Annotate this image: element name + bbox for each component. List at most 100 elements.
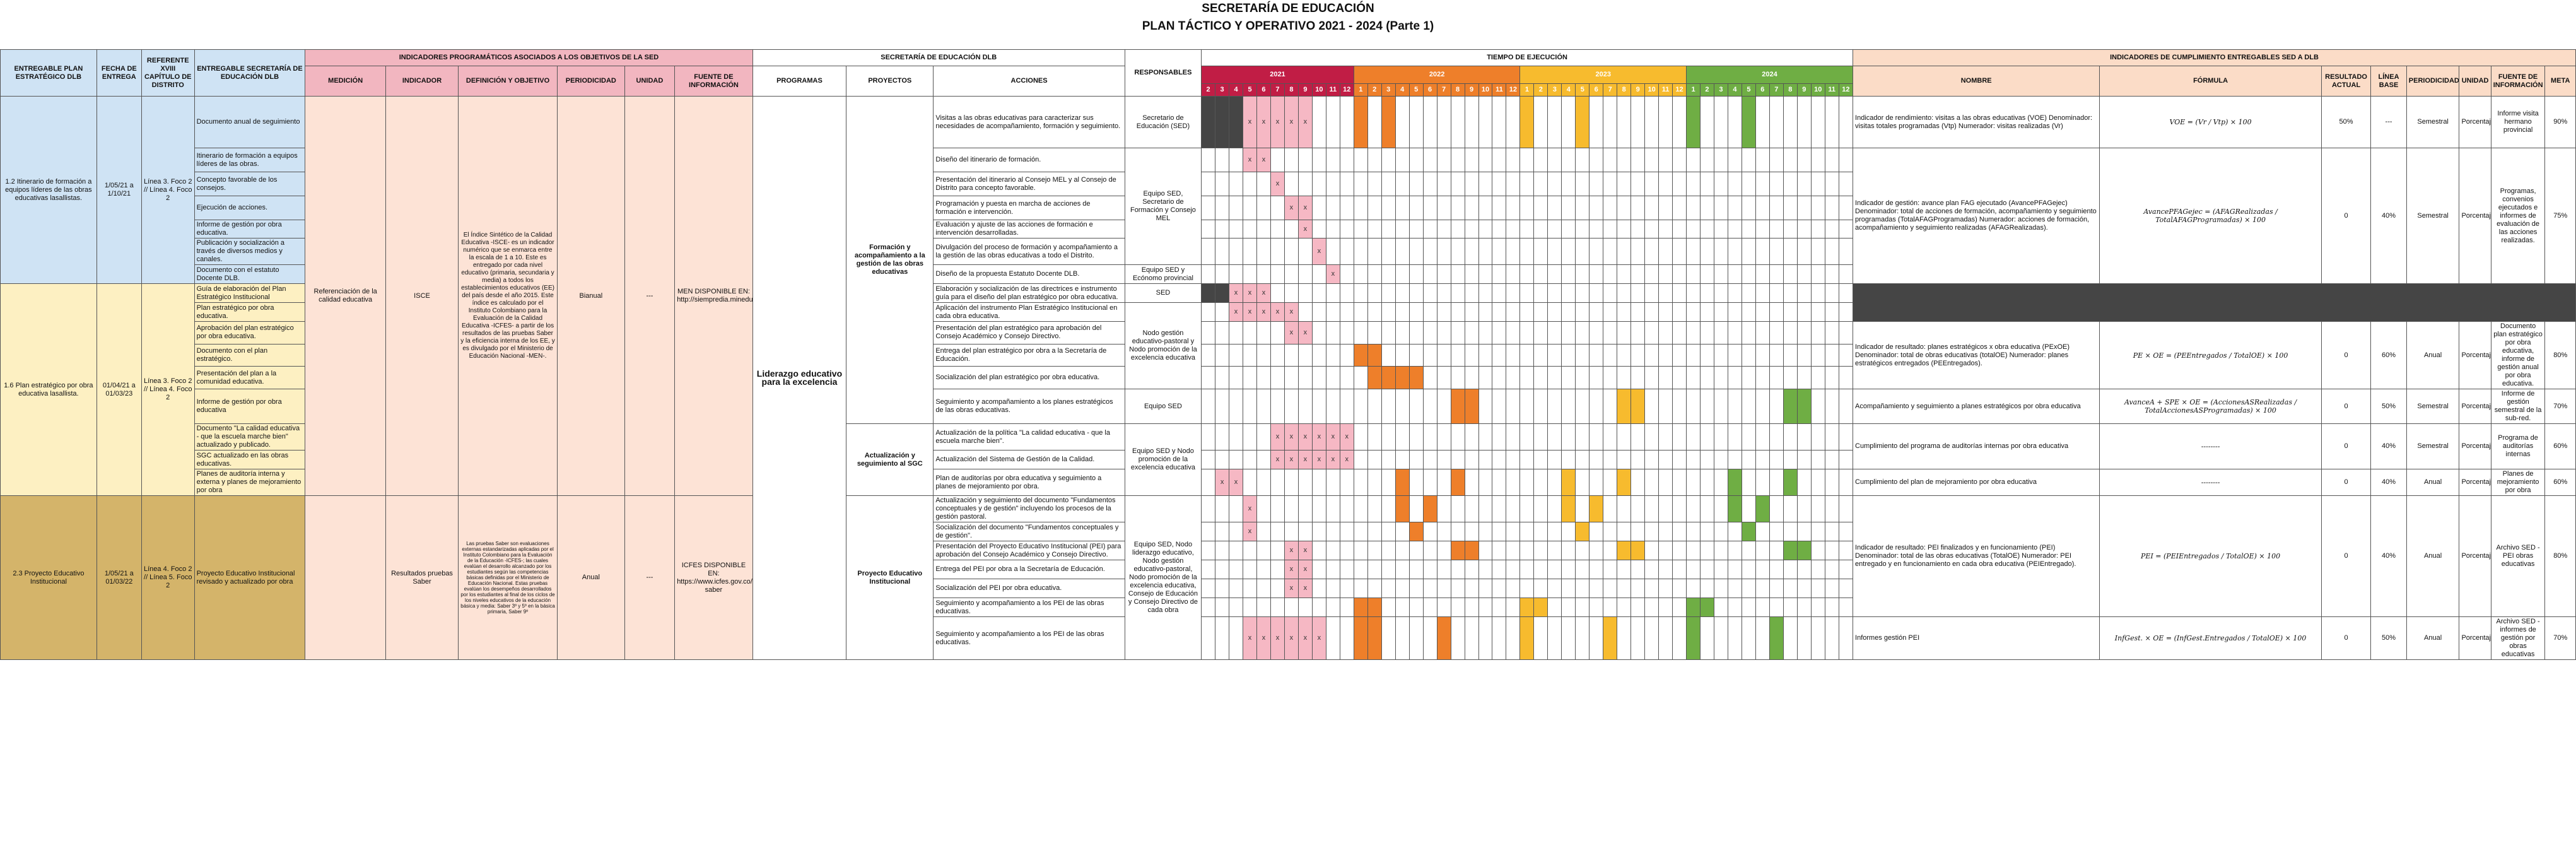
gantt-cell: [1408, 450, 1424, 469]
entregable-sec: Publicación y socialización a través de …: [194, 238, 306, 265]
gantt-cell: [1215, 238, 1230, 265]
gantt-cell: [1741, 343, 1756, 367]
gantt-cell: [1215, 522, 1230, 541]
gantt-cell: [1436, 423, 1451, 450]
gantt-cell: [1215, 389, 1230, 424]
gantt-cell: [1783, 172, 1798, 196]
gantt-cell: [1700, 196, 1714, 220]
gantt-cell: [1478, 238, 1493, 265]
gantt-cell: [1700, 302, 1714, 322]
gantt-cell: [1727, 423, 1742, 450]
gantt-cell: [1395, 495, 1410, 522]
gantt-cell: [1243, 598, 1257, 617]
gantt-cell: [1422, 283, 1437, 303]
gantt-cell: [1478, 469, 1493, 496]
definicion-cell-2: Las pruebas Saber son evaluaciones exter…: [458, 495, 558, 660]
gantt-cell: [1603, 343, 1618, 367]
gantt-cell: [1686, 616, 1701, 660]
gantt-cell: [1229, 598, 1244, 617]
gantt-cell: [1686, 302, 1701, 322]
gantt-cell: [1672, 220, 1687, 238]
gantt-cell: [1256, 579, 1271, 598]
gantt-cell: [1769, 264, 1784, 284]
gantt-cell: [1270, 579, 1285, 598]
responsable-cell: Secretario de Educación (SED): [1124, 96, 1202, 148]
gantt-cell: [1297, 283, 1313, 303]
gantt-cell: [1311, 495, 1326, 522]
gantt-cell: [1367, 302, 1382, 322]
gantt-cell: [1492, 495, 1507, 522]
gantt-cell: [1450, 220, 1465, 238]
gantt-cell: [1713, 469, 1728, 496]
gantt-cell: [1270, 560, 1285, 579]
gantt-cell: [1561, 495, 1576, 522]
indicador-meta: 60%: [2544, 423, 2576, 469]
gantt-cell: [1700, 238, 1714, 265]
gantt-cell: [1672, 423, 1687, 450]
gantt-cell: [1492, 541, 1507, 560]
gantt-cell: [1630, 495, 1646, 522]
gantt-cell: x: [1243, 148, 1257, 172]
gantt-cell: [1810, 598, 1825, 617]
gantt-cell: [1796, 196, 1812, 220]
gantt-cell: [1367, 423, 1382, 450]
gantt-cell: [1450, 264, 1465, 284]
gantt-cell: [1408, 172, 1424, 196]
gantt-cell: [1311, 469, 1326, 496]
gantt-cell: [1229, 522, 1244, 541]
gantt-cell: [1353, 598, 1368, 617]
gantt-cell: [1658, 560, 1673, 579]
gantt-cell: [1783, 541, 1798, 560]
gantt-cell: [1201, 389, 1216, 424]
gantt-cell: [1408, 541, 1424, 560]
gantt-cell: [1284, 389, 1299, 424]
responsable-cell: Equipo SED, Nodo liderazgo educativo, No…: [1124, 495, 1202, 660]
gantt-cell: [1644, 469, 1660, 496]
gantt-cell: [1589, 598, 1604, 617]
gantt-cell: [1464, 450, 1479, 469]
gantt-cell: [1561, 560, 1576, 579]
gantt-cell: [1796, 366, 1812, 389]
indicador-resultado: 50%: [2321, 96, 2372, 148]
gantt-cell: x: [1297, 220, 1313, 238]
gantt-cell: [1547, 172, 1562, 196]
gantt-cell: [1492, 220, 1507, 238]
gantt-cell: [1810, 560, 1825, 579]
gantt-cell: [1270, 220, 1285, 238]
indicador-meta: 70%: [2544, 389, 2576, 424]
gantt-cell: [1561, 598, 1576, 617]
gantt-cell: x: [1256, 283, 1271, 303]
gantt-cell: [1575, 321, 1590, 344]
gantt-cell: [1603, 469, 1618, 496]
gantt-cell: [1506, 389, 1521, 424]
gantt-cell: [1297, 366, 1313, 389]
gantt-cell: [1700, 522, 1714, 541]
gantt-cell: [1243, 343, 1257, 367]
gantt-cell: [1339, 389, 1354, 424]
gantt-cell: [1395, 148, 1410, 172]
periodicidad-cell-2: Anual: [556, 495, 625, 660]
gantt-cell: [1727, 389, 1742, 424]
gantt-cell: x: [1311, 238, 1326, 265]
indicador-periodicidad: Anual: [2406, 321, 2460, 389]
gantt-cell: [1603, 283, 1618, 303]
entregable-sec: Documento con el estatuto Docente DLB.: [194, 264, 306, 284]
indicador-fuente: Programa de auditorías internas: [2490, 423, 2546, 469]
accion-cell: Socialización del PEI por obra educativa…: [933, 579, 1125, 598]
gantt-cell: [1713, 389, 1728, 424]
gantt-cell: [1713, 616, 1728, 660]
gantt-cell: [1824, 172, 1839, 196]
gantt-cell: [1519, 560, 1535, 579]
gantt-cell: [1755, 148, 1770, 172]
indicador-resultado: 0: [2321, 148, 2372, 284]
gantt-cell: [1658, 172, 1673, 196]
gantt-cell: [1769, 321, 1784, 344]
month-header: 3: [1215, 83, 1230, 97]
gantt-cell: [1755, 302, 1770, 322]
gantt-cell: [1408, 96, 1424, 148]
gantt-cell: [1769, 389, 1784, 424]
gantt-cell: [1201, 579, 1216, 598]
gantt-cell: [1686, 366, 1701, 389]
gantt-cell: [1824, 96, 1839, 148]
gantt-cell: [1353, 579, 1368, 598]
